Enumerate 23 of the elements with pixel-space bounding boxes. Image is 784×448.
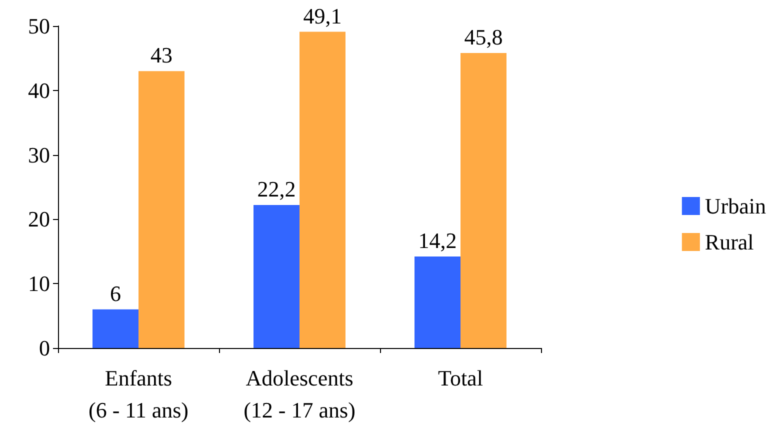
y-tick-label: 10	[28, 271, 50, 296]
y-tick-label: 40	[28, 78, 50, 103]
data-label: 43	[150, 42, 172, 68]
data-label: 22,2	[257, 176, 296, 202]
bar	[300, 32, 346, 348]
legend-label: Rural	[704, 230, 754, 254]
y-tick-label: 20	[28, 206, 50, 232]
legend-label: Urbain	[704, 194, 766, 218]
data-label: 45,8	[464, 24, 503, 50]
x-tick-label: Adolescents (12 - 17 ans)	[244, 366, 356, 422]
x-tick-label: Total	[438, 366, 483, 390]
y-tick-label: 0	[39, 336, 50, 360]
x-tick-label: Enfants (6 - 11 ans)	[88, 366, 188, 422]
bar	[414, 256, 460, 348]
data-label: 14,2	[418, 228, 457, 254]
data-label: 6	[110, 280, 121, 306]
bar	[254, 205, 300, 348]
bar	[460, 53, 506, 348]
data-label: 49,1	[303, 3, 342, 28]
y-tick-label: 50	[28, 14, 50, 38]
y-tick-label: 30	[28, 142, 50, 168]
bar	[92, 309, 138, 348]
bar	[138, 71, 184, 348]
